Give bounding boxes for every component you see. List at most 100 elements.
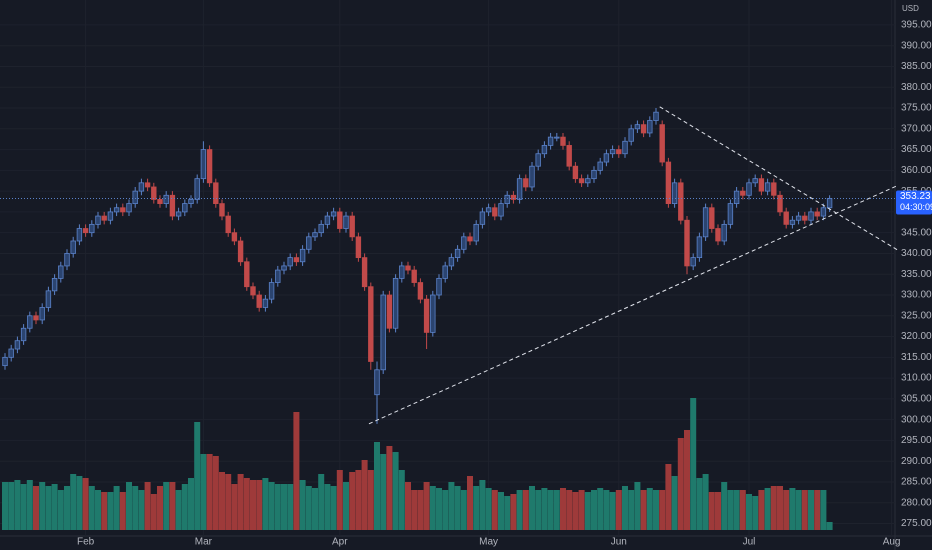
- volume-bar: [243, 478, 250, 530]
- volume-bar: [101, 492, 108, 530]
- volume-bar: [727, 490, 734, 530]
- volume-bar: [653, 490, 659, 530]
- volume-bar: [615, 490, 622, 530]
- candle-body: [151, 186, 157, 200]
- candle-body: [392, 277, 399, 329]
- candle-body: [175, 211, 182, 217]
- y-tick-label: 315.00: [901, 352, 932, 363]
- countdown-label: 04:30:09: [900, 202, 932, 212]
- volume-bar: [386, 446, 393, 530]
- volume-bar: [541, 488, 548, 530]
- y-tick-label: 280.00: [901, 497, 932, 508]
- volume-bar: [553, 490, 560, 530]
- volume-bar: [715, 492, 721, 530]
- x-tick-label: Apr: [332, 537, 348, 548]
- candle-body: [795, 215, 802, 221]
- candle-body: [76, 228, 83, 242]
- candle-body: [324, 215, 331, 225]
- y-tick-label: 370.00: [901, 123, 932, 134]
- y-tick-label: 310.00: [901, 373, 932, 384]
- volume-bar: [690, 398, 697, 530]
- candle-body: [814, 211, 820, 217]
- volume-bar: [169, 482, 176, 530]
- candle-body: [771, 182, 777, 196]
- candle-body: [746, 182, 752, 196]
- candle-body: [361, 257, 368, 288]
- volume-bar: [467, 476, 473, 530]
- candle-body: [504, 194, 510, 204]
- candle-body: [516, 178, 523, 200]
- candle-body: [597, 161, 603, 171]
- volume-bar: [795, 490, 802, 530]
- candle-body: [188, 199, 194, 204]
- volume-bar: [634, 482, 641, 530]
- y-tick-label: 300.00: [901, 414, 932, 425]
- candle-body: [318, 223, 324, 234]
- volume-bar: [343, 482, 349, 530]
- candle-body: [454, 248, 461, 259]
- candle-body: [764, 182, 771, 192]
- candle-body: [789, 219, 796, 225]
- volume-bar: [380, 454, 387, 530]
- y-tick-label: 395.00: [901, 20, 932, 31]
- volume-bar: [256, 480, 263, 530]
- currency: USD: [902, 4, 919, 13]
- y-tick-label: 340.00: [901, 248, 932, 259]
- candle-body: [281, 265, 287, 271]
- volume-bar: [684, 430, 690, 530]
- candle-body: [144, 182, 151, 188]
- candle-body: [653, 111, 659, 121]
- volume-bar: [498, 492, 504, 530]
- volume-bar: [783, 490, 790, 530]
- volume-bar: [14, 480, 21, 530]
- volume-bar: [609, 492, 616, 530]
- y-tick-label: 375.00: [901, 103, 932, 114]
- y-tick-label: 390.00: [901, 40, 932, 51]
- candle-body: [585, 178, 591, 184]
- volume-bar: [45, 486, 52, 530]
- volume-bar: [175, 490, 182, 530]
- candle-body: [510, 194, 517, 200]
- volume-bar: [708, 492, 715, 530]
- candle-body: [70, 240, 76, 254]
- volume-bar: [188, 478, 194, 530]
- candle-body: [163, 194, 169, 204]
- candle-body: [182, 203, 188, 213]
- candle-body: [262, 298, 269, 308]
- last-price-label: 353.23: [900, 191, 931, 202]
- volume-bar: [808, 490, 814, 530]
- candle-body: [299, 248, 306, 263]
- candle-body: [733, 190, 740, 204]
- volume-bar: [820, 490, 827, 530]
- y-tick-label: 345.00: [901, 227, 932, 238]
- volume-bar: [572, 492, 579, 530]
- candle-body: [616, 149, 622, 155]
- volume-bar: [293, 412, 300, 530]
- volume-bar: [702, 474, 709, 530]
- volume-bar: [26, 480, 33, 530]
- candle-body: [256, 294, 262, 308]
- candle-body: [479, 211, 486, 225]
- volume-bar: [597, 488, 604, 530]
- candle-body: [33, 315, 39, 321]
- volume-bar: [584, 492, 591, 530]
- volume-bar: [64, 486, 70, 530]
- volume-bar: [268, 482, 275, 530]
- volume-bar: [119, 492, 126, 530]
- candle-body: [355, 236, 362, 259]
- candle-body: [566, 145, 572, 167]
- candle-body: [665, 161, 672, 204]
- candle-body: [578, 178, 585, 184]
- candle-body: [671, 182, 678, 204]
- candle-body: [436, 277, 442, 296]
- volume-bar: [212, 456, 219, 530]
- candle-body: [740, 190, 746, 196]
- candle-body: [529, 165, 535, 188]
- candle-body: [709, 207, 715, 229]
- volume-bar: [237, 474, 244, 530]
- volume-bar: [361, 460, 368, 530]
- volume-bar: [231, 484, 238, 530]
- candle-body: [684, 219, 690, 267]
- candle-body: [752, 178, 758, 184]
- volume-bar: [417, 490, 424, 530]
